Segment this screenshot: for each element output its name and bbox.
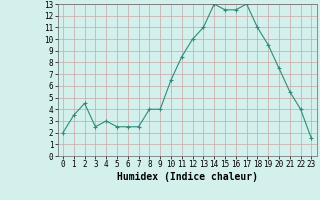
X-axis label: Humidex (Indice chaleur): Humidex (Indice chaleur): [117, 172, 258, 182]
